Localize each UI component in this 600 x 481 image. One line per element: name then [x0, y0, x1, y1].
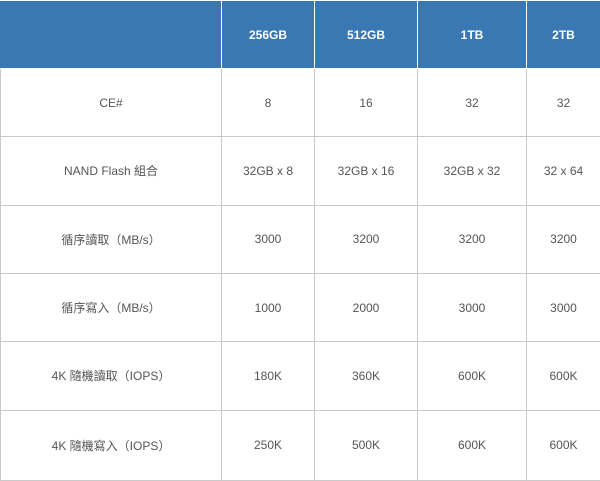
header-256gb: 256GB	[221, 0, 315, 69]
table-cell: 600K	[417, 409, 527, 481]
row-label: 4K 隨機寫入（IOPS）	[0, 409, 222, 481]
table-cell: 32GB x 32	[417, 136, 527, 206]
table-cell: 3200	[526, 204, 600, 274]
table-cell: 32GB x 16	[314, 136, 418, 206]
table-row-seq-read: 循序讀取（MB/s） 3000 3200 3200 3200	[0, 204, 600, 274]
table-cell: 1000	[221, 272, 315, 343]
row-label: 循序寫入（MB/s）	[0, 272, 222, 343]
table-row-4k-random-read: 4K 隨機讀取（IOPS） 180K 360K 600K 600K	[0, 341, 600, 411]
header-512gb: 512GB	[314, 0, 418, 69]
table-body: CE# 8 16 32 32 NAND Flash 組合 32GB x 8 32…	[0, 67, 600, 481]
table-cell: 600K	[526, 409, 600, 481]
table-cell: 3200	[314, 204, 418, 274]
header-2tb: 2TB	[526, 0, 600, 69]
table-cell: 3000	[417, 272, 527, 343]
table-cell: 32 x 64	[526, 136, 600, 206]
table-cell: 3200	[417, 204, 527, 274]
table-cell: 32	[526, 67, 600, 138]
table-cell: 3000	[526, 272, 600, 343]
table-cell: 180K	[221, 341, 315, 411]
table-cell: 8	[221, 67, 315, 138]
header-corner-cell	[0, 0, 222, 69]
table-row-4k-random-write: 4K 隨機寫入（IOPS） 250K 500K 600K 600K	[0, 409, 600, 481]
row-label: 4K 隨機讀取（IOPS）	[0, 341, 222, 411]
row-label: NAND Flash 組合	[0, 136, 222, 206]
table-row-nand-flash: NAND Flash 組合 32GB x 8 32GB x 16 32GB x …	[0, 136, 600, 206]
header-row: 256GB 512GB 1TB 2TB	[0, 0, 600, 69]
table-row-seq-write: 循序寫入（MB/s） 1000 2000 3000 3000	[0, 272, 600, 343]
row-label: 循序讀取（MB/s）	[0, 204, 222, 274]
table-cell: 32GB x 8	[221, 136, 315, 206]
table-cell: 250K	[221, 409, 315, 481]
table-cell: 360K	[314, 341, 418, 411]
table-cell: 600K	[417, 341, 527, 411]
table-cell: 2000	[314, 272, 418, 343]
header-1tb: 1TB	[417, 0, 527, 69]
table-cell: 32	[417, 67, 527, 138]
table-cell: 16	[314, 67, 418, 138]
table-header: 256GB 512GB 1TB 2TB	[0, 0, 600, 69]
table-row-ce: CE# 8 16 32 32	[0, 67, 600, 138]
table-cell: 600K	[526, 341, 600, 411]
table-cell: 500K	[314, 409, 418, 481]
row-label: CE#	[0, 67, 222, 138]
table-cell: 3000	[221, 204, 315, 274]
